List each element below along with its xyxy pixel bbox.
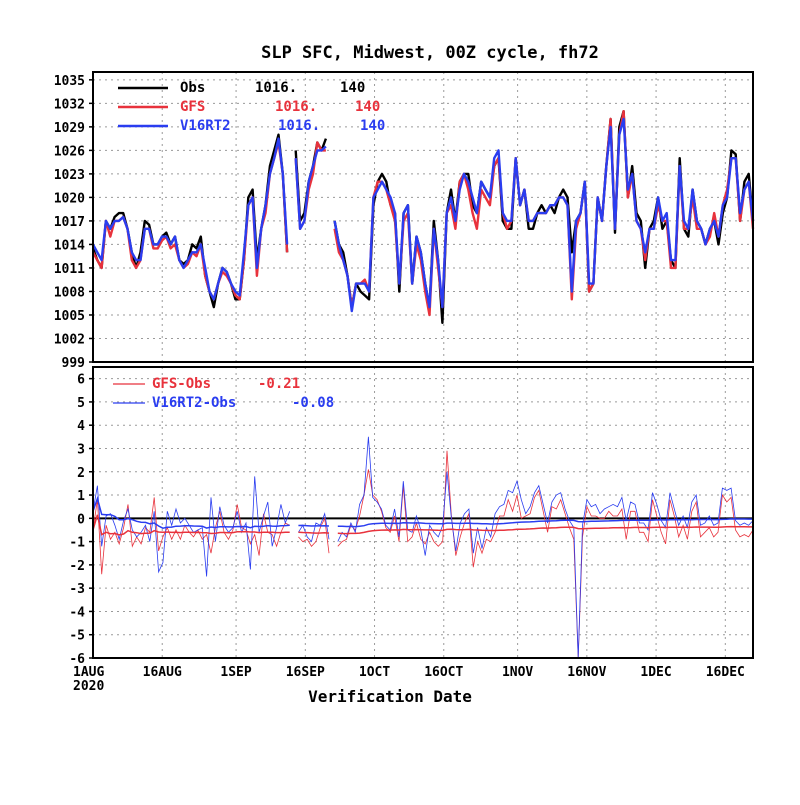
- mean-line-v16rt2-obs: [92, 495, 753, 529]
- x-tick-label: 16SEP: [286, 665, 325, 680]
- x-tick-label: 16OCT: [424, 665, 463, 680]
- x-tick-label: 1OCT: [359, 665, 390, 680]
- bottom-y-tick-label: -5: [69, 629, 85, 644]
- bottom-y-tick-label: 2: [77, 466, 85, 481]
- top-y-tick-label: 1002: [54, 332, 85, 347]
- bottom-panel-y-ticks: -6 -5 -4 -3 -2 -1 0 1 2 3 4 5 6: [69, 373, 93, 667]
- top-panel-frame: [92, 71, 754, 363]
- legend-stat2: 140: [360, 118, 385, 134]
- bottom-panel-series: [92, 436, 754, 659]
- bottom-y-tick-label: 1: [77, 489, 85, 504]
- bottom-y-tick-label: -1: [69, 536, 85, 551]
- top-y-tick-label: 1032: [54, 97, 85, 112]
- bottom-y-tick-label: 0: [77, 512, 85, 527]
- bottom-y-tick-label: -4: [69, 605, 85, 620]
- x-tick-label: 1SEP: [220, 665, 251, 680]
- diff-line-gfs-obs: [92, 450, 754, 659]
- x-tick-label: 1DEC: [640, 665, 671, 680]
- legend-stat1: 1016.: [275, 99, 317, 115]
- legend-stat1: 1016.: [255, 80, 297, 96]
- bottom-panel-frame: [92, 366, 754, 659]
- x-tick-label: 16AUG: [143, 665, 182, 680]
- bottom-panel-legend: GFS-Obs -0.21 V16RT2-Obs -0.08: [113, 376, 334, 411]
- top-panel-series: [91, 110, 755, 324]
- legend-name: Obs: [180, 80, 205, 96]
- top-y-tick-label: 1020: [54, 191, 85, 206]
- top-y-tick-label: 1008: [54, 285, 85, 300]
- mean-line-gfs-obs: [92, 514, 753, 536]
- legend-stat: -0.08: [292, 395, 334, 411]
- legend-stat: -0.21: [258, 376, 300, 392]
- top-y-tick-label: 1029: [54, 121, 85, 136]
- top-y-tick-label: 1023: [54, 168, 85, 183]
- x-tick-label: 16NOV: [567, 665, 606, 680]
- legend-stat2: 140: [340, 80, 365, 96]
- x-ticks: 1AUG 16AUG 1SEP 16SEP 1OCT 16OCT 1NOV 16NOV 1DEC…: [73, 665, 745, 694]
- bottom-y-tick-label: 4: [77, 419, 85, 434]
- bottom-y-tick-label: 5: [77, 396, 85, 411]
- top-y-tick-label: 999: [62, 356, 85, 371]
- x-tick-year: 2020: [73, 679, 104, 694]
- x-tick-label: 1AUG: [73, 665, 104, 680]
- legend-name: V16RT2: [180, 118, 231, 134]
- series-line-v16rt2: [91, 117, 755, 313]
- bottom-y-tick-label: -2: [69, 559, 85, 574]
- top-panel-y-ticks: 999 1002 1005 1008 1011 1014 1017 1020 1023 1026 1…: [54, 74, 93, 371]
- bottom-y-tick-label: 6: [77, 373, 85, 388]
- top-panel-legend: Obs 1016. 140 GFS 1016. 140 V16RT2 1016. 140: [118, 80, 385, 134]
- top-y-tick-label: 1035: [54, 74, 85, 89]
- x-tick-label: 1NOV: [502, 665, 533, 680]
- diff-line-v16rt2-obs: [92, 436, 754, 659]
- legend-stat1: 1016.: [278, 118, 320, 134]
- legend-name: GFS-Obs: [152, 376, 211, 392]
- series-line-gfs: [91, 110, 755, 317]
- bottom-y-tick-label: -6: [69, 652, 85, 667]
- legend-stat2: 140: [355, 99, 380, 115]
- chart-title: SLP SFC, Midwest, 00Z cycle, fh72: [261, 43, 599, 63]
- top-y-tick-label: 1005: [54, 309, 85, 324]
- legend-name: V16RT2-Obs: [152, 395, 236, 411]
- x-tick-label: 16DEC: [706, 665, 745, 680]
- top-y-tick-label: 1017: [54, 215, 85, 230]
- legend-name: GFS: [180, 99, 205, 115]
- x-axis-label: Verification Date: [308, 687, 472, 706]
- bottom-y-tick-label: 3: [77, 442, 85, 457]
- top-y-tick-label: 1026: [54, 144, 85, 159]
- top-y-tick-label: 1014: [54, 238, 85, 253]
- top-y-tick-label: 1011: [54, 262, 85, 277]
- bottom-y-tick-label: -3: [69, 582, 85, 597]
